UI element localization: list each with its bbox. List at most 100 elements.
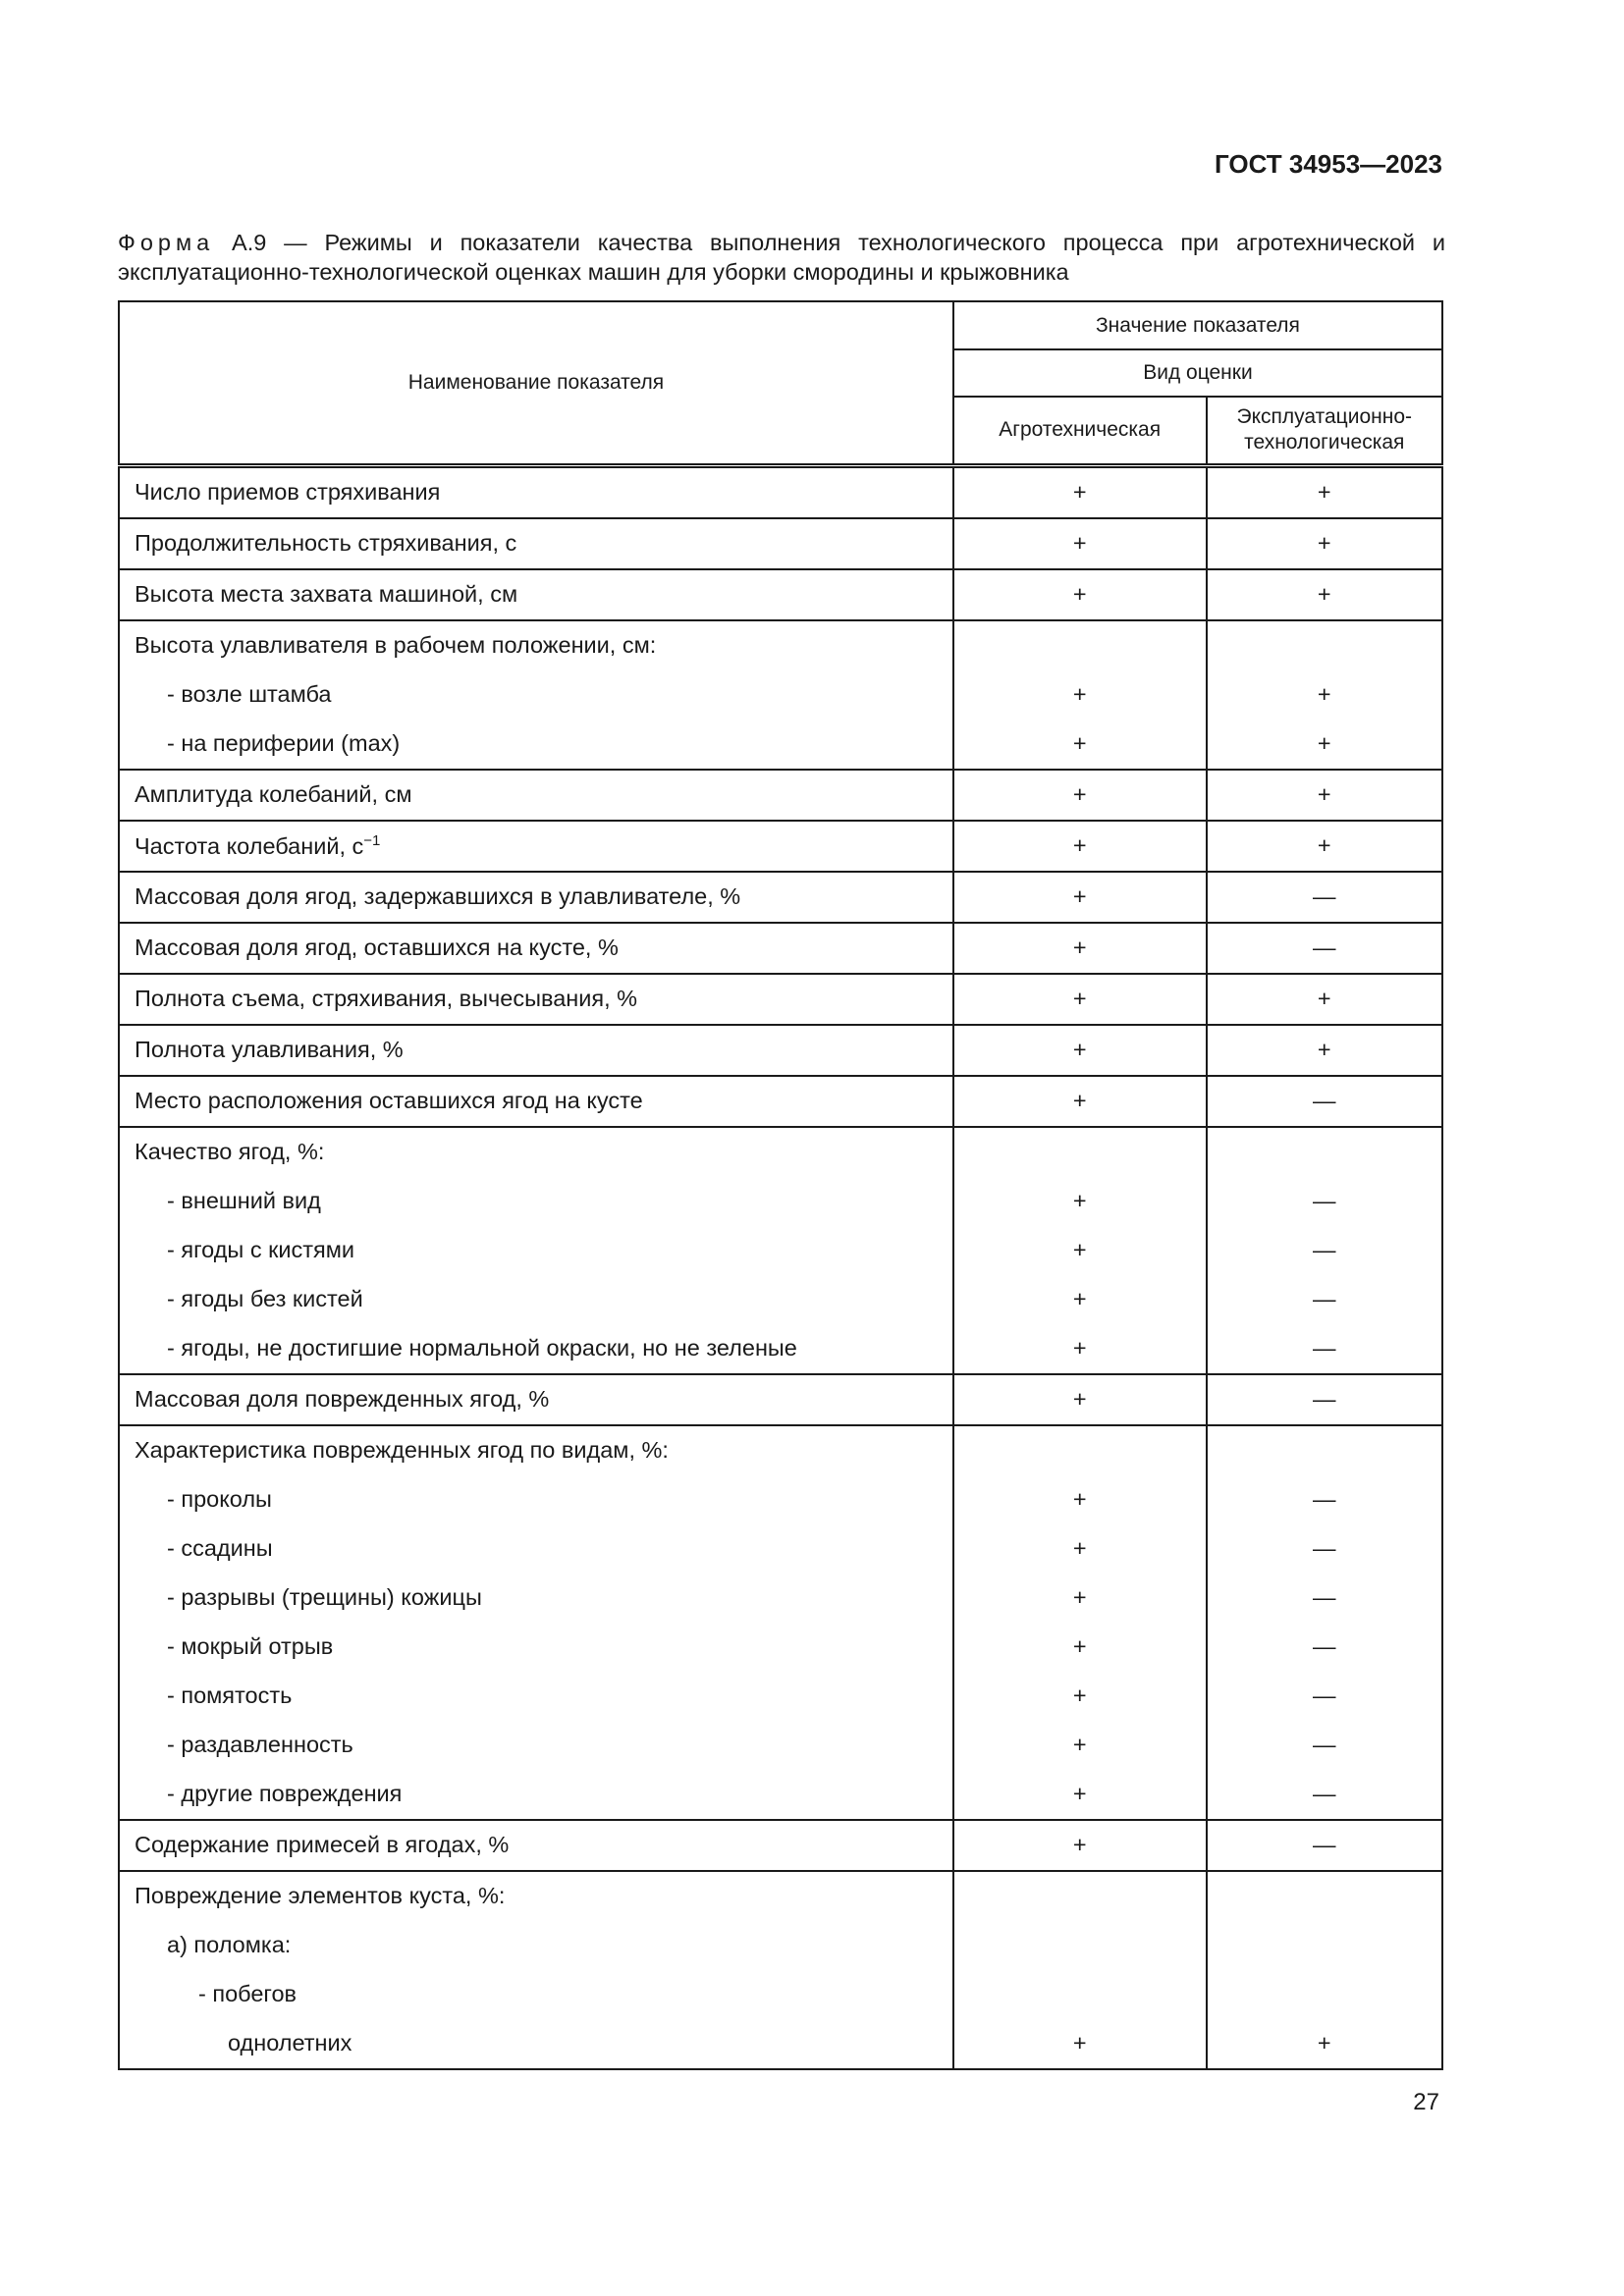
agro-value: + [951, 768, 1208, 821]
agro-value: + [951, 870, 1208, 923]
header-kind: Вид оценки [951, 348, 1444, 398]
indicator-name: Содержание примесей в ягодах, % [118, 1818, 954, 1871]
indicator-text: - возле штамба [167, 681, 332, 707]
agro-value: + [951, 1274, 1208, 1324]
table-row: Массовая доля ягод, задержавшихся в улав… [118, 870, 1443, 923]
indicator-text: Амплитуда колебаний, см [135, 781, 412, 807]
agro-value: + [951, 2018, 1208, 2070]
table-row: - проколы + — [118, 1474, 1443, 1524]
table-row: - ягоды с кистями + — [118, 1225, 1443, 1275]
indicator-text: - ягоды с кистями [167, 1237, 355, 1262]
indicator-name: Полнота съема, стряхивания, вычесывания,… [118, 972, 954, 1025]
indicator-text: - помятость [167, 1682, 293, 1708]
table-row: - внешний вид + — [118, 1176, 1443, 1226]
indicator-name: Массовая доля ягод, задержавшихся в улав… [118, 870, 954, 923]
agro-value: + [951, 1372, 1208, 1425]
indicator-name: Качество ягод, %: [118, 1125, 954, 1177]
expl-value [1205, 1920, 1443, 1970]
agro-value: + [951, 1573, 1208, 1623]
agro-value [951, 618, 1208, 670]
agro-value: + [951, 1720, 1208, 1770]
indicator-name: - мокрый отрыв [118, 1622, 954, 1672]
header-expl: Эксплуатационно-технологическая [1205, 396, 1443, 466]
indicator-name: - ягоды, не достигшие нормальной окраски… [118, 1323, 954, 1374]
table-row: Продолжительность стряхивания, с + + [118, 516, 1443, 569]
table-row: однолетних + + [118, 2018, 1443, 2070]
agro-value: + [951, 1225, 1208, 1275]
header-agro: Агротехническая [951, 396, 1208, 466]
indicator-name: - ягоды с кистями [118, 1225, 954, 1275]
expl-value: + [1205, 462, 1443, 518]
indicator-name: Частота колебаний, с−1 [118, 819, 954, 872]
agro-value: + [951, 1818, 1208, 1871]
indicator-name: Амплитуда колебаний, см [118, 768, 954, 821]
expl-value: — [1205, 921, 1443, 974]
header-value: Значение показателя [951, 300, 1444, 350]
expl-value: + [1205, 669, 1443, 720]
indicator-text: Содержание примесей в ягодах, % [135, 1832, 510, 1857]
table-row: - помятость + — [118, 1671, 1443, 1721]
agro-value: + [951, 1769, 1208, 1820]
expl-value: — [1205, 1323, 1443, 1374]
indicator-name: а) поломка: [118, 1920, 954, 1970]
table-row: Амплитуда колебаний, см + + [118, 768, 1443, 821]
indicator-text: - на периферии (max) [167, 730, 401, 756]
agro-value: + [951, 567, 1208, 620]
indicators-table: Наименование показателя Значение показат… [118, 300, 1444, 2070]
table-row: Качество ягод, %: [118, 1125, 1443, 1177]
expl-value: + [1205, 819, 1443, 872]
header-name: Наименование показателя [118, 300, 954, 466]
indicator-name: - проколы [118, 1474, 954, 1524]
indicator-text: Полнота улавливания, % [135, 1037, 404, 1062]
indicator-text: а) поломка: [167, 1932, 292, 1957]
indicator-text: - другие повреждения [167, 1781, 403, 1806]
table-row: - ягоды, не достигшие нормальной окраски… [118, 1323, 1443, 1374]
indicator-name: однолетних [118, 2018, 954, 2070]
table-row: - возле штамба + + [118, 669, 1443, 720]
expl-value [1205, 1969, 1443, 2019]
indicator-name: - другие повреждения [118, 1769, 954, 1820]
indicator-name: Место расположения оставшихся ягод на ку… [118, 1074, 954, 1127]
indicator-text: Полнота съема, стряхивания, вычесывания,… [135, 986, 638, 1011]
expl-value: + [1205, 1023, 1443, 1076]
indicator-name: - внешний вид [118, 1176, 954, 1226]
table-row: - другие повреждения + — [118, 1769, 1443, 1820]
agro-value: + [951, 1671, 1208, 1721]
indicator-text: - побегов [198, 1981, 298, 2006]
indicator-text: - проколы [167, 1486, 272, 1512]
indicator-text: Продолжительность стряхивания, с [135, 530, 517, 556]
table-row: - ссадины + — [118, 1523, 1443, 1574]
indicator-text: - ягоды без кистей [167, 1286, 363, 1311]
expl-value: — [1205, 1622, 1443, 1672]
table-row: Высота места захвата машиной, см + + [118, 567, 1443, 620]
agro-value: + [951, 819, 1208, 872]
agro-value: + [951, 719, 1208, 770]
expl-value: — [1205, 870, 1443, 923]
indicator-name: - помятость [118, 1671, 954, 1721]
agro-value: + [951, 669, 1208, 720]
table-row: Повреждение элементов куста, %: [118, 1869, 1443, 1921]
agro-value [951, 1969, 1208, 2019]
table-row: - ягоды без кистей + — [118, 1274, 1443, 1324]
indicator-text: - мокрый отрыв [167, 1633, 334, 1659]
indicator-name: - разрывы (трещины) кожицы [118, 1573, 954, 1623]
table-row: - разрывы (трещины) кожицы + — [118, 1573, 1443, 1623]
indicator-name: Продолжительность стряхивания, с [118, 516, 954, 569]
indicator-name: - на периферии (max) [118, 719, 954, 770]
expl-value: — [1205, 1720, 1443, 1770]
agro-value [951, 1423, 1208, 1475]
agro-value [951, 1869, 1208, 1921]
caption-prefix: Форма [118, 230, 215, 255]
agro-value [951, 1920, 1208, 1970]
expl-value: — [1205, 1372, 1443, 1425]
table-row: - на периферии (max) + + [118, 719, 1443, 770]
agro-value: + [951, 1074, 1208, 1127]
expl-value: + [1205, 516, 1443, 569]
table-row: а) поломка: [118, 1920, 1443, 1970]
expl-value: — [1205, 1573, 1443, 1623]
expl-value: + [1205, 768, 1443, 821]
agro-value: + [951, 1523, 1208, 1574]
expl-value: — [1205, 1818, 1443, 1871]
indicator-text: - ягоды, не достигшие нормальной окраски… [167, 1335, 797, 1361]
caption-text: А.9 — Режимы и показатели качества выпол… [118, 230, 1445, 285]
